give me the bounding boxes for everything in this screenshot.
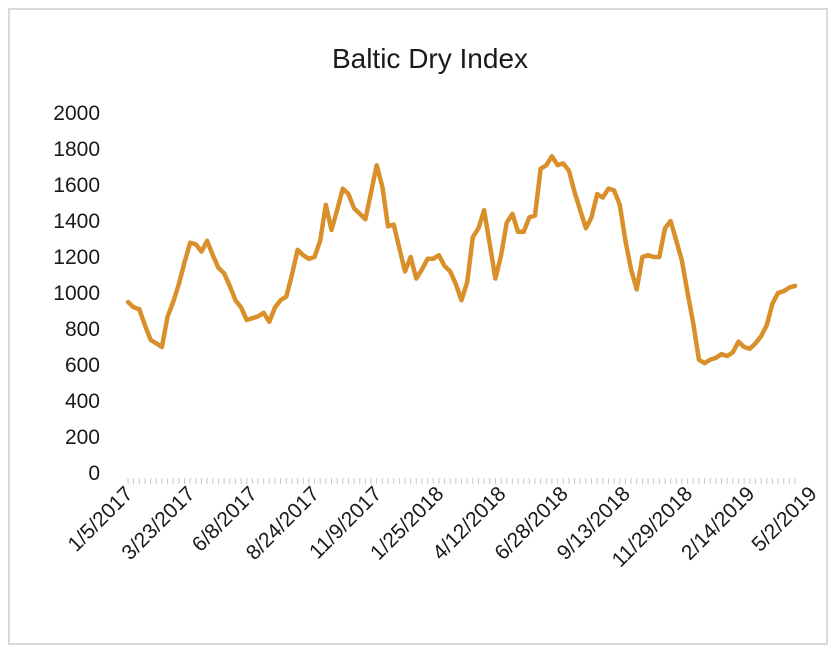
y-tick-label: 1400 <box>53 210 100 233</box>
series-layer <box>125 153 798 366</box>
x-tick-label: 5/2/2019 <box>747 482 821 556</box>
y-tick-label: 400 <box>65 390 100 413</box>
x-axis-ticks <box>127 478 796 484</box>
y-tick-label: 800 <box>65 318 100 341</box>
y-tick-label: 1200 <box>53 246 100 269</box>
y-tick-label: 1600 <box>53 174 100 197</box>
series-line <box>125 153 798 366</box>
y-tick-label: 200 <box>65 426 100 449</box>
line-chart: Baltic Dry Index 0 200 400 600 800 1000 1200 14… <box>53 43 821 572</box>
chart-title: Baltic Dry Index <box>332 43 528 74</box>
y-tick-label: 0 <box>88 462 100 485</box>
x-axis: 1/5/20173/23/20176/8/20178/24/201711/9/2… <box>63 482 821 571</box>
y-tick-label: 1800 <box>53 138 100 161</box>
y-axis: 0 200 400 600 800 1000 1200 1400 1600 1800 2000 <box>53 102 100 485</box>
chart-frame: Baltic Dry Index 0 200 400 600 800 1000 1200 14… <box>8 8 828 645</box>
y-tick-label: 600 <box>65 354 100 377</box>
y-tick-label: 1000 <box>53 282 100 305</box>
y-tick-label: 2000 <box>53 102 100 125</box>
